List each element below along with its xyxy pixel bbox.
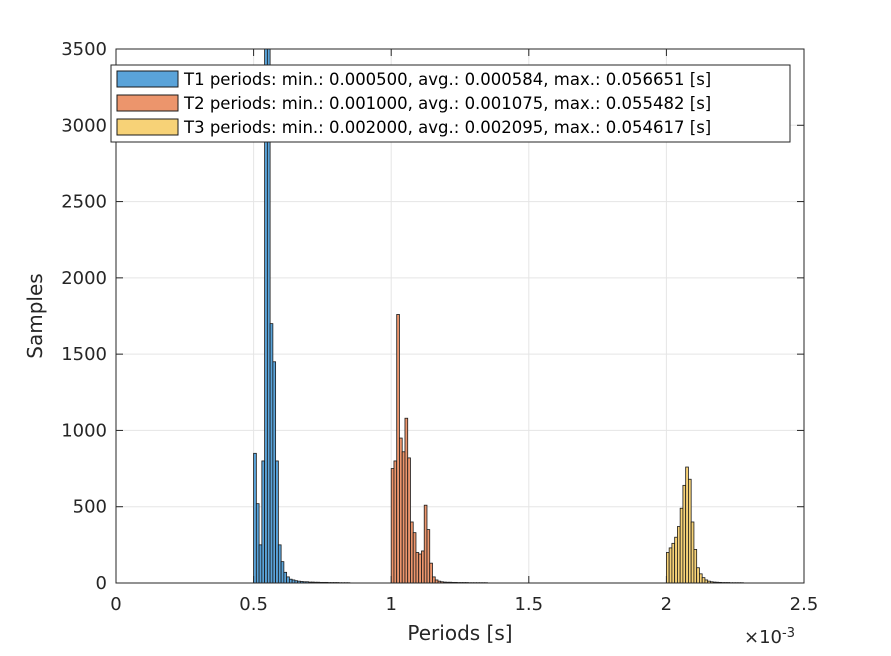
plot-axes-frame [115, 48, 805, 584]
histogram-bar [677, 526, 681, 584]
histogram-bar [404, 417, 409, 584]
y-tick-label: 3500 [61, 39, 107, 60]
histogram-bar [396, 314, 400, 584]
histogram-bar [415, 552, 420, 584]
x-tick-label: 1 [385, 594, 396, 615]
histogram-bar [393, 460, 398, 584]
histogram-bar [286, 576, 290, 584]
histogram-bar [701, 577, 706, 584]
y-axis-label: Samples [23, 273, 47, 358]
histogram-bar [699, 573, 703, 584]
histogram-bar [696, 567, 700, 584]
histogram-bar [429, 562, 433, 584]
histogram-bar [399, 437, 403, 584]
histogram-bar [283, 571, 288, 584]
x-exponent-power: -3 [782, 626, 795, 641]
histogram-bar [688, 478, 692, 584]
histogram-bar [426, 529, 431, 584]
histogram-bar [407, 457, 411, 584]
histogram-bar [671, 542, 676, 584]
histogram-bar [682, 484, 687, 584]
legend-swatch-t3 [116, 118, 179, 136]
histogram-bar [674, 536, 678, 584]
x-tick-label: 0 [110, 594, 121, 615]
histogram-bar [288, 578, 293, 584]
x-tick-label: 1.5 [514, 594, 543, 615]
histogram-bar [418, 553, 422, 584]
x-tick-label: 2 [661, 594, 672, 615]
y-tick-label: 0 [96, 573, 107, 594]
legend-label-t3: T3 periods: min.: 0.002000, avg.: 0.0020… [183, 118, 711, 137]
x-tick-label: 2.5 [790, 594, 819, 615]
histogram-bar [277, 544, 282, 584]
histogram-bar [421, 550, 425, 584]
histogram-bar [423, 504, 428, 584]
x-exponent-base: ×10 [744, 627, 782, 648]
histogram-bar [261, 460, 266, 584]
series-1-bars [253, 48, 351, 584]
legend-entry-t3: T3 periods: min.: 0.002000, avg.: 0.0020… [116, 118, 711, 137]
legend-label-t2: T2 periods: min.: 0.001000, avg.: 0.0010… [183, 94, 711, 113]
legend-label-t1: T1 periods: min.: 0.000500, avg.: 0.0005… [183, 70, 711, 89]
y-tick-label: 500 [73, 497, 107, 518]
legend-swatch-t2 [116, 94, 179, 112]
legend-swatch-t1 [116, 70, 179, 88]
axes-box [115, 48, 805, 584]
legend-entry-t1: T1 periods: min.: 0.000500, avg.: 0.0005… [116, 70, 711, 89]
y-tick-label: 2500 [61, 192, 107, 213]
histogram-bar [685, 466, 689, 584]
histogram-bar [280, 561, 285, 584]
histogram-bar [269, 323, 274, 584]
histogram-bar [272, 361, 277, 584]
y-tick-label: 1000 [61, 420, 107, 441]
histogram-bar [679, 507, 684, 584]
histogram-bar [410, 521, 414, 584]
histogram-bar [390, 468, 395, 584]
axis-ticks: 0 0.5 1 1.5 2 2.5 0 500 1000 1500 2000 2500 3000 3500 [61, 39, 818, 615]
histogram-bar [690, 521, 695, 584]
y-tick-label: 3000 [61, 115, 107, 136]
histogram-bar [693, 549, 698, 584]
histogram-bar [253, 452, 257, 584]
histogram-bar [258, 544, 263, 584]
legend-entry-t2: T2 periods: min.: 0.001000, avg.: 0.0010… [116, 94, 711, 113]
x-axis-exponent: ×10 -3 [744, 626, 795, 648]
y-tick-label: 2000 [61, 268, 107, 289]
histogram-bar [255, 503, 260, 584]
legend: T1 periods: min.: 0.000500, avg.: 0.0005… [110, 64, 791, 143]
histogram-bar [668, 547, 673, 584]
histogram-bar [432, 576, 436, 584]
histogram-bar [275, 460, 279, 584]
x-axis-label: Periods [s] [407, 621, 512, 645]
histogram-bar [412, 532, 417, 584]
x-tick-label: 0.5 [239, 594, 268, 615]
y-tick-label: 1500 [61, 344, 107, 365]
legend-box [110, 64, 791, 143]
histogram-bar [401, 451, 406, 584]
